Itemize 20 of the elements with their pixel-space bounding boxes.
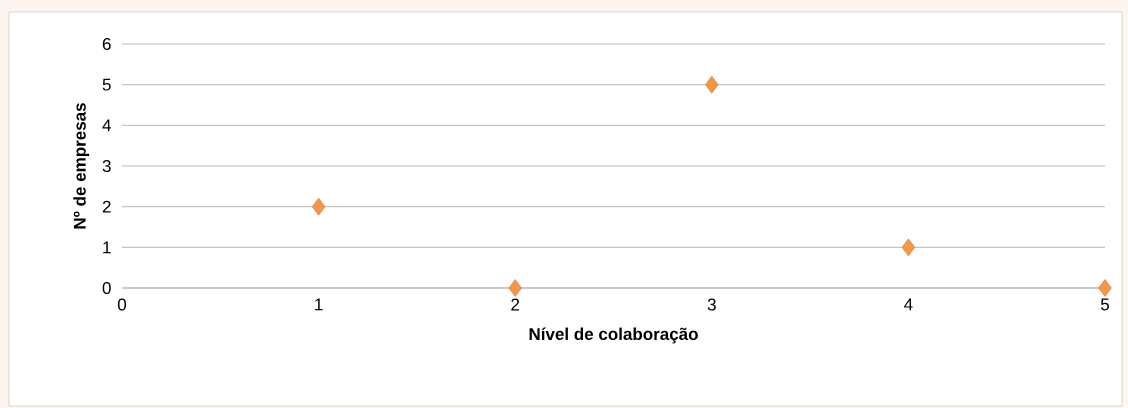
x-tick-label: 2 — [511, 298, 520, 311]
y-tick-label: 1 — [103, 241, 111, 254]
x-tick-label: 4 — [904, 298, 913, 311]
point — [311, 197, 326, 216]
y-tick-label: 5 — [102, 78, 111, 91]
y-tick-label: 2 — [102, 200, 111, 213]
point — [705, 75, 719, 94]
point — [901, 238, 916, 257]
x-tick-label: 0 — [117, 298, 127, 311]
y-tick-label: 3 — [102, 159, 111, 173]
point — [1098, 279, 1112, 297]
y-tick-label: 0 — [102, 281, 111, 295]
y-tick-label: 6 — [102, 37, 111, 51]
y-tick-label: 4 — [102, 119, 111, 132]
x-tick-label: 1 — [315, 298, 323, 311]
point — [508, 279, 522, 297]
y-axis-title: Nº de empresas — [73, 103, 90, 229]
x-axis-title: Nível de colaboração — [529, 327, 698, 344]
x-tick-label: 5 — [1100, 298, 1110, 311]
x-tick-label: 3 — [707, 298, 716, 311]
